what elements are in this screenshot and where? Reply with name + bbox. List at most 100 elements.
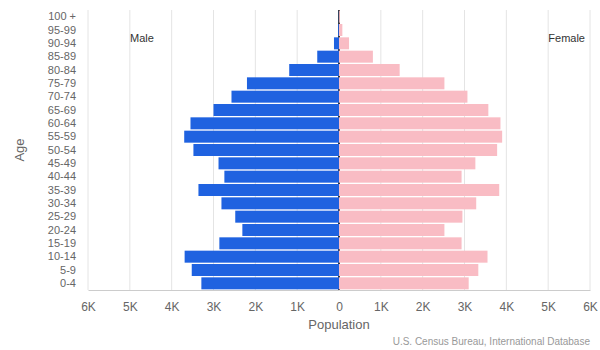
tick: 0-4 <box>60 277 88 289</box>
tick: 55-59 <box>48 130 88 142</box>
bar <box>339 264 478 276</box>
y-axis: 100 +95-9990-9485-8980-8475-7970-7465-69… <box>48 10 89 290</box>
bar <box>190 117 339 129</box>
tick: 6K <box>81 290 96 314</box>
category-label: 50-54 <box>48 144 76 156</box>
x-axis-right: 0 1K 2K 3K 4K 5K 6K <box>336 290 598 314</box>
category-label: 5-9 <box>60 264 76 276</box>
x-axis-title: Population <box>308 317 369 332</box>
tick: 65-69 <box>48 104 88 116</box>
tick: 100 + <box>48 10 88 22</box>
bar <box>339 51 373 63</box>
source: U.S. Census Bureau, International Databa… <box>393 336 591 347</box>
bar <box>214 104 340 116</box>
tick: 60-64 <box>48 117 88 129</box>
tick: 4K <box>165 290 180 314</box>
tick: 5K <box>541 290 556 314</box>
bar <box>339 211 462 223</box>
tick: 35-39 <box>48 184 88 196</box>
tick-label: 3K <box>207 300 222 314</box>
bar <box>231 91 339 103</box>
series-1 <box>339 11 502 290</box>
bar <box>317 51 339 63</box>
category-label: 100 + <box>48 10 76 22</box>
category-label: 70-74 <box>48 90 76 102</box>
bar <box>192 264 339 276</box>
tick: 5-9 <box>60 264 88 276</box>
category-label: 90-94 <box>48 37 76 49</box>
bar <box>339 104 488 116</box>
bar <box>338 11 339 23</box>
bar <box>201 277 339 289</box>
tick-label: 5K <box>541 300 556 314</box>
bar <box>339 224 444 236</box>
tick-label: 1K <box>290 300 305 314</box>
category-label: 25-29 <box>48 210 76 222</box>
tick: 85-89 <box>48 50 88 62</box>
tick-label: 4K <box>165 300 180 314</box>
bar <box>221 197 339 209</box>
tick-label: 6K <box>583 300 598 314</box>
bar <box>219 157 339 169</box>
bar <box>247 77 339 89</box>
bar <box>339 171 462 183</box>
bar <box>339 197 476 209</box>
series-label: Male <box>130 32 154 44</box>
chart: 0 1K 2K 3K 4K 5K 6K 1K 2K 3K 4K 5K 6K 100 + 95-9990-94… <box>0 0 600 350</box>
category-label: 35-39 <box>48 184 76 196</box>
tick: 95-99 <box>48 24 88 36</box>
tick: 0 <box>336 290 343 314</box>
tick: 50-54 <box>48 144 88 156</box>
category-label: 20-24 <box>48 224 76 236</box>
y-axis-title: Age <box>12 138 27 161</box>
tick: 1K <box>290 290 305 314</box>
category-label: 10-14 <box>48 250 76 262</box>
bar <box>339 131 502 143</box>
tick: 70-74 <box>48 90 88 102</box>
tick-label: 2K <box>248 300 263 314</box>
bar <box>339 237 462 249</box>
bar <box>339 157 475 169</box>
tick: 4K <box>499 290 514 314</box>
tick-label: 4K <box>499 300 514 314</box>
bar <box>242 224 339 236</box>
bar <box>339 184 499 196</box>
bar <box>339 37 349 49</box>
tick: 40-44 <box>48 170 88 182</box>
tick: 2K <box>248 290 263 314</box>
tick: 30-34 <box>48 197 88 209</box>
tick-label: 0 <box>336 300 343 314</box>
grid-line <box>129 10 130 290</box>
tick: 5K <box>123 290 138 314</box>
tick: 2K <box>416 290 431 314</box>
bar <box>198 184 339 196</box>
category-label: 55-59 <box>48 130 76 142</box>
bar <box>184 131 339 143</box>
tick: 10-14 <box>48 250 88 262</box>
category-label: 85-89 <box>48 50 76 62</box>
x-axis-left: 1K 2K 3K 4K 5K 6K <box>81 290 339 314</box>
category-label: 65-69 <box>48 104 76 116</box>
bar <box>219 237 339 249</box>
grid-line <box>590 10 591 290</box>
tick: 15-19 <box>48 237 88 249</box>
category-label: 45-49 <box>48 157 76 169</box>
series-0 <box>184 11 339 290</box>
axis-line <box>89 290 340 291</box>
tick: 3K <box>458 290 473 314</box>
tick-label: 2K <box>416 300 431 314</box>
bars <box>184 10 502 290</box>
axis-line <box>88 11 89 291</box>
tick: 1K <box>374 290 389 314</box>
bar <box>339 277 469 289</box>
bar <box>339 64 400 76</box>
tick: 6K <box>583 290 598 314</box>
category-label: 40-44 <box>48 170 76 182</box>
grid-line <box>171 10 172 290</box>
bar <box>339 91 467 103</box>
tick-label: 6K <box>81 300 96 314</box>
bar <box>235 211 339 223</box>
tick: 25-29 <box>48 210 88 222</box>
category-label: 75-79 <box>48 77 76 89</box>
grid-line <box>88 10 89 290</box>
